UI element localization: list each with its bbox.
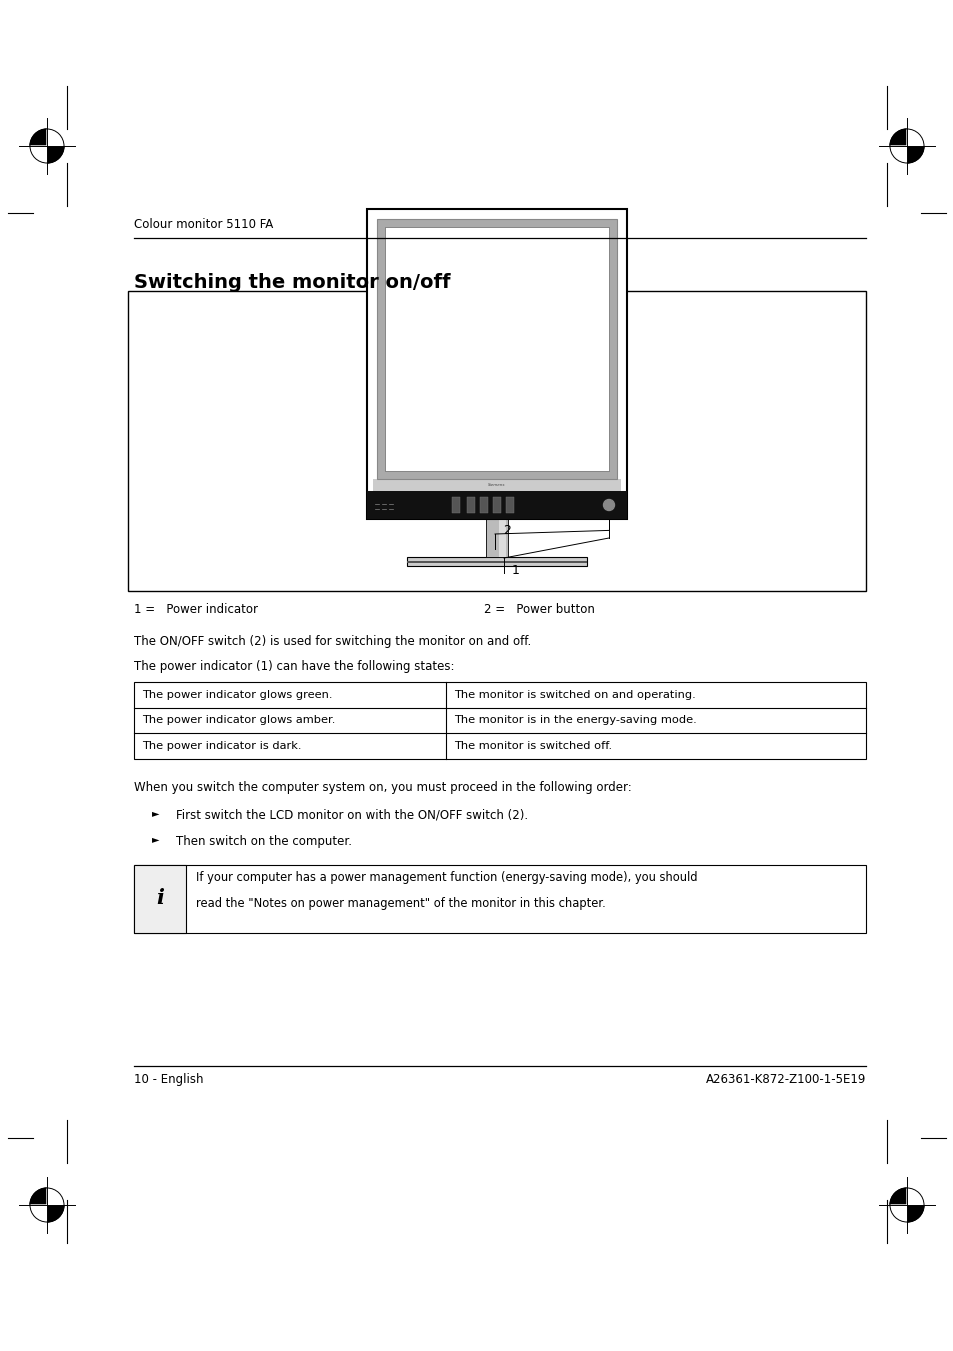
Wedge shape bbox=[906, 128, 923, 146]
Text: The power indicator glows green.: The power indicator glows green. bbox=[142, 690, 333, 700]
Text: Switching the monitor on/off: Switching the monitor on/off bbox=[133, 273, 450, 292]
Text: Siemens: Siemens bbox=[488, 484, 505, 486]
Text: ►: ► bbox=[152, 835, 159, 844]
Bar bbox=[133, 865, 186, 932]
Bar bbox=[367, 490, 626, 519]
Text: 1: 1 bbox=[512, 563, 519, 577]
Text: The monitor is switched on and operating.: The monitor is switched on and operating… bbox=[454, 690, 695, 700]
Bar bbox=[452, 497, 459, 513]
Wedge shape bbox=[47, 128, 64, 146]
Wedge shape bbox=[30, 146, 47, 163]
Text: The monitor is switched off.: The monitor is switched off. bbox=[454, 740, 612, 751]
Text: 2: 2 bbox=[502, 524, 511, 536]
Text: Then switch on the computer.: Then switch on the computer. bbox=[175, 835, 352, 847]
Bar bbox=[479, 497, 488, 513]
Bar bbox=[385, 227, 608, 471]
Bar bbox=[493, 497, 500, 513]
Bar bbox=[373, 480, 620, 490]
Text: 1 =   Power indicator: 1 = Power indicator bbox=[133, 603, 257, 616]
Bar bbox=[133, 865, 186, 932]
Text: If your computer has a power management function (energy-saving mode), you shoul: If your computer has a power management … bbox=[195, 871, 697, 885]
Bar bbox=[505, 497, 514, 513]
Text: The power indicator is dark.: The power indicator is dark. bbox=[142, 740, 301, 751]
Text: 2 =   Power button: 2 = Power button bbox=[483, 603, 595, 616]
Text: The power indicator (1) can have the following states:: The power indicator (1) can have the fol… bbox=[133, 661, 454, 673]
Wedge shape bbox=[47, 146, 64, 163]
Bar bbox=[376, 219, 617, 480]
Wedge shape bbox=[30, 128, 47, 146]
Bar bbox=[485, 519, 507, 557]
Text: The monitor is in the energy-saving mode.: The monitor is in the energy-saving mode… bbox=[454, 715, 696, 725]
Text: 10 - English: 10 - English bbox=[133, 1073, 203, 1086]
Text: i: i bbox=[156, 889, 164, 908]
Wedge shape bbox=[906, 1188, 923, 1205]
Text: The ON/OFF switch (2) is used for switching the monitor on and off.: The ON/OFF switch (2) is used for switch… bbox=[133, 635, 531, 648]
Circle shape bbox=[603, 500, 614, 511]
Wedge shape bbox=[889, 128, 906, 146]
Text: ►: ► bbox=[152, 808, 159, 819]
Text: When you switch the computer system on, you must proceed in the following order:: When you switch the computer system on, … bbox=[133, 781, 631, 793]
Bar bbox=[133, 865, 865, 932]
Bar bbox=[367, 209, 626, 519]
Text: The power indicator glows amber.: The power indicator glows amber. bbox=[142, 715, 335, 725]
Wedge shape bbox=[906, 1205, 923, 1223]
Bar bbox=[407, 561, 586, 563]
Bar bbox=[128, 290, 865, 590]
Text: Colour monitor 5110 FA: Colour monitor 5110 FA bbox=[133, 218, 273, 231]
Wedge shape bbox=[906, 146, 923, 163]
Bar bbox=[133, 682, 865, 758]
Bar bbox=[498, 519, 505, 557]
Wedge shape bbox=[30, 1205, 47, 1223]
Text: A26361-K872-Z100-1-5E19: A26361-K872-Z100-1-5E19 bbox=[705, 1073, 865, 1086]
Wedge shape bbox=[889, 1188, 906, 1205]
Wedge shape bbox=[889, 1205, 906, 1223]
Wedge shape bbox=[889, 146, 906, 163]
Text: First switch the LCD monitor on with the ON/OFF switch (2).: First switch the LCD monitor on with the… bbox=[175, 808, 528, 821]
Bar bbox=[467, 497, 475, 513]
Wedge shape bbox=[47, 1205, 64, 1223]
Wedge shape bbox=[30, 1188, 47, 1205]
Wedge shape bbox=[47, 1188, 64, 1205]
Bar bbox=[407, 557, 586, 566]
Text: read the "Notes on power management" of the monitor in this chapter.: read the "Notes on power management" of … bbox=[195, 897, 605, 911]
